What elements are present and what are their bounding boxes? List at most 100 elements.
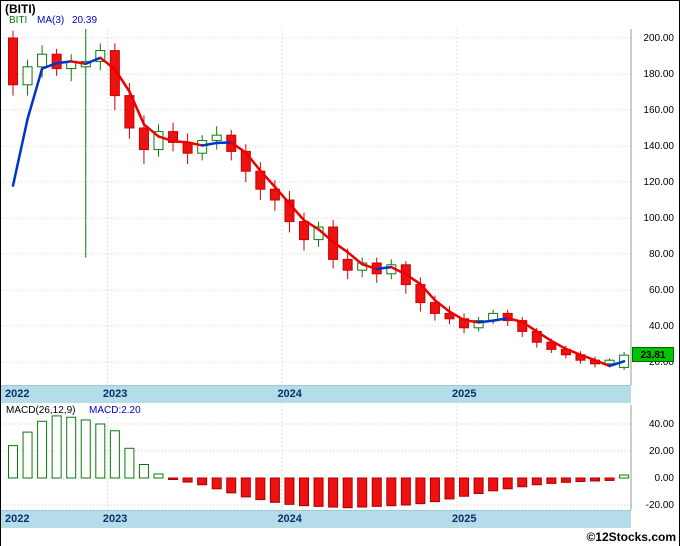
ma-line-rising xyxy=(375,265,393,271)
candle xyxy=(459,313,470,334)
ma-line-falling xyxy=(128,90,146,126)
macd-bar-positive xyxy=(51,415,62,479)
legend-symbol: BITI xyxy=(9,15,28,26)
ma-line-falling xyxy=(390,265,408,276)
macd-bar-positive xyxy=(109,430,120,479)
candle xyxy=(313,221,324,247)
price-axis-label: 180.00 xyxy=(643,69,674,80)
ma-line-falling xyxy=(404,273,422,286)
ma-line-falling xyxy=(419,282,437,302)
ma-line-rising xyxy=(11,117,29,187)
candle-body-up xyxy=(153,131,164,151)
ma-line-falling xyxy=(593,358,611,368)
macd-bar-positive xyxy=(619,474,630,479)
candle-body-down xyxy=(299,221,309,241)
macd-bar-positive xyxy=(37,420,48,479)
candle xyxy=(182,133,193,164)
ma-line-rising xyxy=(608,360,626,368)
price-axis-label: 160.00 xyxy=(643,105,674,116)
macd-bar-positive xyxy=(8,445,18,479)
candle-body-down xyxy=(8,37,18,86)
macd-bar-negative xyxy=(415,477,426,505)
ma-line-falling xyxy=(142,123,160,138)
macd-bar-negative xyxy=(255,477,266,501)
ma-line-falling xyxy=(521,320,539,333)
macd-axis-label: 0.00 xyxy=(655,473,675,484)
candle-body-down xyxy=(269,188,280,201)
candle-body-down xyxy=(284,199,295,223)
date-axis-bottom: 2022 2023 2024 2025 xyxy=(1,510,631,528)
ma-line-falling xyxy=(157,135,175,143)
macd-bar-negative xyxy=(240,477,251,498)
candle-body-down xyxy=(124,95,135,129)
candle xyxy=(153,124,164,157)
legend-ma-label: MA(3) xyxy=(37,15,65,26)
ma-line-falling xyxy=(346,250,364,266)
ma-line-falling xyxy=(171,139,189,144)
ma-line-falling xyxy=(259,169,277,189)
candle xyxy=(66,54,77,82)
macd-axis-label: 20.00 xyxy=(649,446,674,457)
ma-line-falling xyxy=(506,317,524,324)
ma-line-falling xyxy=(69,60,87,65)
macd-bar-negative xyxy=(371,477,382,507)
price-axis-label: 20.00 xyxy=(649,357,674,368)
candle xyxy=(197,135,208,161)
ma-line-falling xyxy=(99,56,117,71)
ma-line-falling xyxy=(230,141,248,154)
ma-line-falling xyxy=(535,330,553,343)
page-title: (BITI) xyxy=(5,2,36,16)
watermark: ©12Stocks.com xyxy=(586,530,676,544)
candle xyxy=(211,126,222,150)
macd-axis-label: 40.00 xyxy=(649,419,674,430)
ma-line-falling xyxy=(564,347,582,357)
macd-bar-negative xyxy=(313,477,324,507)
candle-body-down xyxy=(342,258,353,271)
ma-line-falling xyxy=(113,67,131,93)
candle-body-down xyxy=(109,50,120,97)
macd-bar-positive xyxy=(138,464,149,479)
ma-line-falling xyxy=(244,151,262,172)
ma-line-rising xyxy=(491,317,509,322)
candle xyxy=(109,43,120,110)
macd-bar-positive xyxy=(80,419,91,479)
year-label: 2023 xyxy=(102,388,128,400)
macd-axis-label: -20.00 xyxy=(646,500,675,511)
price-axis-label: 200.00 xyxy=(643,33,674,44)
macd-bar-negative xyxy=(531,477,542,486)
ma-line-rising xyxy=(26,67,44,121)
ma-line-falling xyxy=(317,228,335,244)
price-axis-label: 40.00 xyxy=(649,321,674,332)
macd-bar-negative xyxy=(488,477,499,492)
macd-bar-negative xyxy=(197,477,208,486)
macd-bar-negative xyxy=(400,477,411,506)
ma-line-falling xyxy=(433,299,451,313)
candle-body-up xyxy=(211,134,222,142)
macd-bar-negative xyxy=(211,477,222,490)
macd-bar-positive xyxy=(66,416,77,479)
candle xyxy=(444,306,455,325)
candle-body-down xyxy=(444,312,455,320)
ma-line-falling xyxy=(550,339,568,351)
ma-line-rising xyxy=(200,141,218,147)
ma-line-falling xyxy=(579,353,597,362)
macd-bar-negative xyxy=(517,477,528,488)
year-label: 2025 xyxy=(452,513,477,525)
macd-bar-negative xyxy=(590,477,600,482)
year-label: 2024 xyxy=(277,388,302,400)
candle-body-down xyxy=(138,127,149,151)
date-axis-top: 2022 2023 2024 2025 xyxy=(1,385,631,403)
ma-line-rising xyxy=(55,60,73,65)
year-label: 2022 xyxy=(5,513,30,525)
macd-bar-negative xyxy=(284,477,295,505)
candle xyxy=(168,122,179,152)
candle-body-down xyxy=(168,131,179,143)
macd-bar-negative xyxy=(168,477,179,480)
year-label: 2022 xyxy=(5,388,30,400)
ma-line-falling xyxy=(273,185,291,205)
macd-bar-positive xyxy=(22,431,33,479)
candle-body-up xyxy=(473,320,484,329)
ma-line-falling xyxy=(288,202,306,222)
ma-line-falling xyxy=(186,141,204,147)
